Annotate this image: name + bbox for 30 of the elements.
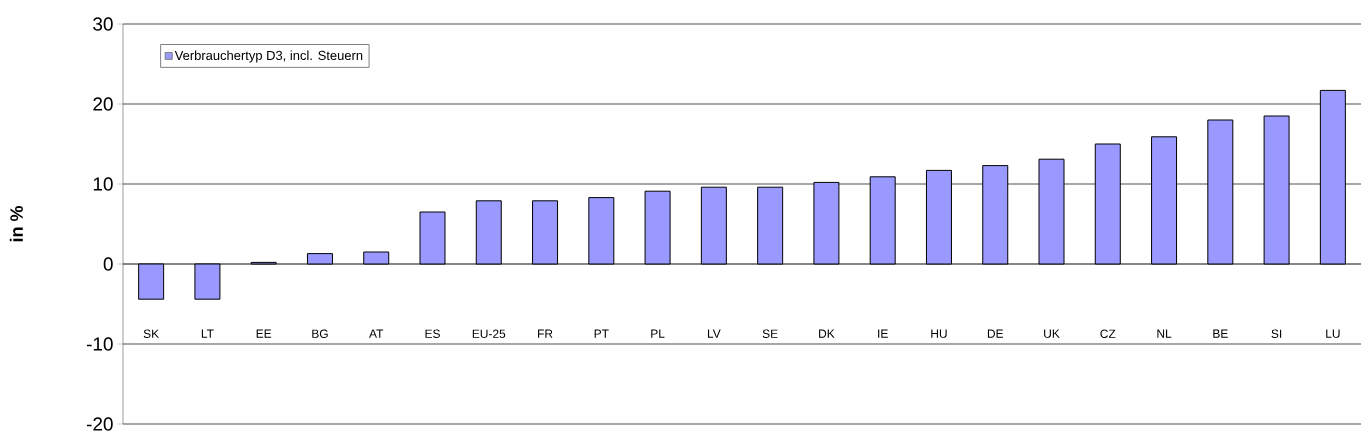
x-tick-label: IE (878, 329, 888, 338)
x-tick-label: UK (1044, 329, 1060, 338)
x-tick-label: LU (1326, 329, 1340, 338)
x-tick-label: FR (538, 329, 553, 338)
x-tick-label: PL (651, 329, 665, 338)
x-tick-label: NL (1157, 329, 1172, 338)
legend-label: Verbrauchertyp D3, incl. Steuern (174, 50, 363, 63)
x-tick-label: BG (312, 329, 328, 338)
y-tick-label: 20 (93, 97, 113, 111)
x-tick-label: SK (143, 329, 159, 338)
x-tick-label: EU-25 (472, 329, 506, 338)
x-tick-label: PT (594, 329, 609, 338)
y-tick-label: 30 (93, 17, 113, 31)
y-tick-label: 0 (103, 257, 113, 271)
x-tick-label: SI (1271, 329, 1282, 338)
y-axis-title: in % (9, 206, 23, 242)
y-tick-label: 10 (93, 177, 113, 191)
x-tick-label: LT (201, 329, 214, 338)
x-tick-label: DE (987, 329, 1004, 338)
y-tick-label: -20 (86, 417, 113, 431)
x-tick-label: SE (762, 329, 778, 338)
x-tick-label: LV (707, 329, 721, 338)
x-tick-label: HU (931, 329, 947, 338)
y-tick-label: -10 (86, 337, 113, 351)
x-tick-label: CZ (1100, 329, 1116, 338)
x-tick-label: ES (425, 329, 440, 338)
x-tick-label: BE (1213, 329, 1228, 338)
x-tick-label: DK (819, 329, 835, 338)
x-tick-label: AT (369, 329, 384, 338)
x-tick-label: EE (256, 329, 272, 338)
